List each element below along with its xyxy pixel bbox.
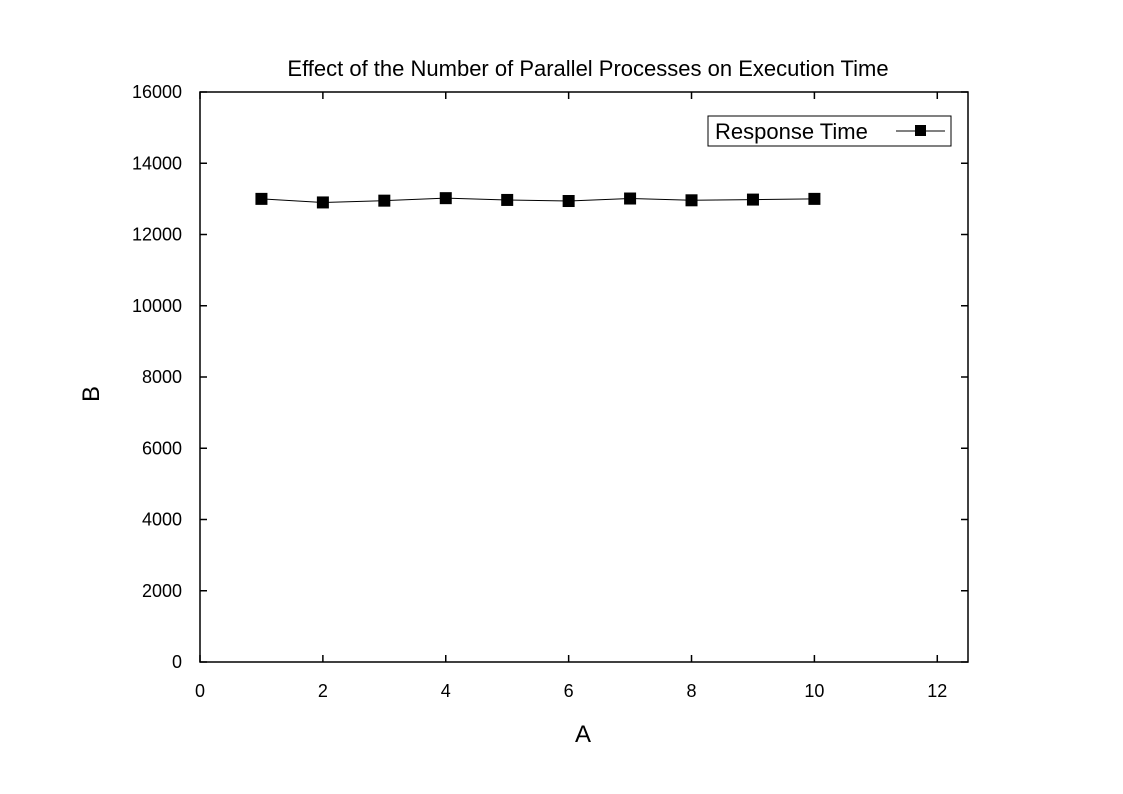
x-tick-label: 2 [318, 681, 328, 701]
x-tick-label: 0 [195, 681, 205, 701]
data-point [562, 195, 575, 208]
y-tick-label: 14000 [132, 153, 182, 173]
data-point [439, 192, 452, 205]
data-point [624, 192, 637, 205]
data-point [316, 196, 329, 209]
x-tick-label: 8 [687, 681, 697, 701]
data-point [378, 194, 391, 207]
x-tick-label: 10 [804, 681, 824, 701]
y-tick-label: 10000 [132, 296, 182, 316]
series-layer [255, 192, 821, 209]
x-tick-label: 12 [927, 681, 947, 701]
y-tick-label: 16000 [132, 82, 182, 102]
data-point [746, 193, 759, 206]
x-tick-label: 4 [441, 681, 451, 701]
data-point [255, 192, 268, 205]
y-tick-label: 2000 [142, 581, 182, 601]
legend-label: Response Time [715, 119, 868, 144]
x-tick-label: 6 [564, 681, 574, 701]
series-line [261, 197, 815, 203]
data-point [808, 192, 821, 205]
y-axis-label: B [78, 386, 105, 402]
x-axis-label: A [575, 721, 591, 748]
data-point [501, 193, 514, 206]
y-axis: 0 2000 4000 6000 8000 10000 12000 14000 16000 [132, 82, 968, 672]
plot-frame [199, 91, 969, 663]
y-tick-label: 6000 [142, 438, 182, 458]
data-point [685, 194, 698, 207]
legend-marker [915, 125, 926, 136]
y-tick-label: 4000 [142, 510, 182, 530]
chart-title: Effect of the Number of Parallel Process… [287, 56, 888, 81]
y-tick-label: 12000 [132, 225, 182, 245]
y-tick-label: 0 [172, 652, 182, 672]
y-tick-label: 8000 [142, 367, 182, 387]
x-axis: 0 2 4 6 8 10 12 [195, 92, 947, 701]
legend: Response Time [707, 115, 952, 147]
